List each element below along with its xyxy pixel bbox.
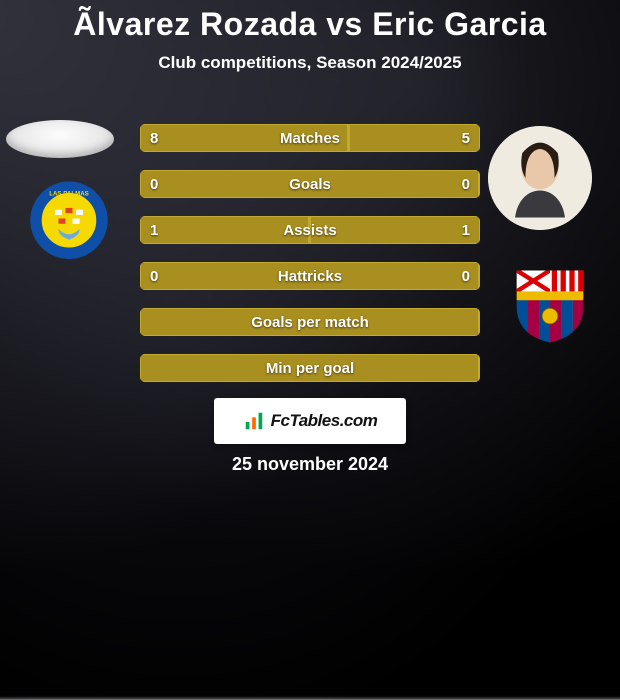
stat-bars: Matches85Goals00Assists11Hattricks00Goal… [140, 124, 480, 400]
stat-metric-label: Matches [140, 124, 480, 152]
stat-row: Assists1 1 [140, 216, 480, 244]
date-label: 25 november 2024 [0, 454, 620, 475]
subtitle: Club competitions, Season 2024/2025 [0, 53, 620, 73]
page-title: Ãlvarez Rozada vs Eric Garcia [0, 0, 620, 43]
avatar-icon [488, 126, 592, 230]
stat-row: Hattricks0 0 [140, 262, 480, 290]
club-left-crest: LAS PALMAS [18, 178, 120, 266]
stat-row: Min per goal [140, 354, 480, 382]
stat-row: Matches8 5 [140, 124, 480, 152]
source-label: FcTables.com [271, 411, 378, 431]
stat-metric-label: Min per goal [140, 354, 480, 382]
stat-metric-label: Goals per match [140, 308, 480, 336]
stat-value-left: 8 [140, 124, 168, 152]
club-right-crest [498, 258, 602, 346]
stat-value-right: 1 [452, 216, 480, 244]
stat-row: Goals per match [140, 308, 480, 336]
stat-value-left: 0 [140, 262, 168, 290]
source-badge: FcTables.com [214, 398, 406, 444]
comparison-card: Ãlvarez Rozada vs Eric Garcia Club compe… [0, 0, 620, 580]
stat-value-right: 0 [452, 262, 480, 290]
stat-value-left: 0 [140, 170, 168, 198]
stat-metric-label: Assists [140, 216, 480, 244]
crest-icon [498, 258, 602, 346]
stat-value-right: 5 [452, 124, 480, 152]
player-left-avatar [6, 120, 114, 158]
crest-icon: LAS PALMAS [18, 178, 120, 266]
stat-value-left: 1 [140, 216, 168, 244]
stat-metric-label: Hattricks [140, 262, 480, 290]
stat-value-right: 0 [452, 170, 480, 198]
stat-metric-label: Goals [140, 170, 480, 198]
svg-text:LAS PALMAS: LAS PALMAS [49, 191, 89, 198]
player-right-avatar [488, 126, 592, 230]
chart-icon [243, 410, 265, 432]
stat-row: Goals0 0 [140, 170, 480, 198]
